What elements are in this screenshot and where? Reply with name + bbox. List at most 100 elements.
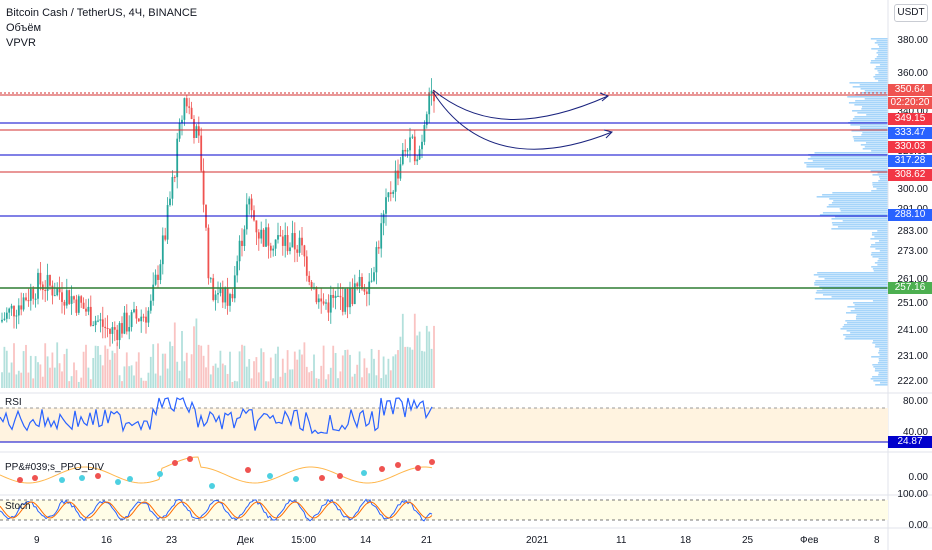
volume-bar [65,348,68,388]
candle-body [401,149,404,165]
vpvr-bar [859,128,888,130]
candle-body [51,285,54,296]
candle-body [169,198,171,206]
candle-body [89,306,92,326]
time-axis-label: 21 [421,535,433,546]
arrowhead-lower [603,129,613,139]
volume-bar [399,336,402,388]
vpvr-bar [876,188,888,190]
vpvr-bar [814,298,888,300]
ppo-dot [361,470,367,476]
vpvr-bar [831,202,888,204]
vpvr-bar [832,192,888,194]
volume-bar [111,350,114,388]
candle-body [73,296,75,300]
volume-bar [212,365,215,388]
candle-body [17,305,20,316]
price-axis-label: 251.00 [897,298,928,309]
time-axis-label: 23 [166,535,178,546]
vpvr-bar [814,282,888,284]
volume-bar [22,351,25,388]
ppo-dot [245,467,251,473]
price-badge: 349.15 [888,113,932,125]
stoch-title[interactable]: Stoch [5,501,31,512]
vpvr-bar [870,238,888,240]
vpvr-bar [875,242,888,244]
candle-body [293,233,296,250]
volume-bar [85,344,87,388]
volume-bar [293,351,296,388]
rsi-title[interactable]: RSI [5,397,22,408]
volume-bar [193,326,195,388]
vpvr-bar [850,124,888,126]
volume-bar [385,374,387,388]
vpvr-bar [871,232,888,234]
candle-body [281,236,284,246]
candle-body [238,240,241,262]
candle-body [113,327,116,330]
vpvr-bar [875,368,888,370]
candle-body [286,235,289,252]
volume-bar [56,342,59,388]
candle-body [255,220,258,233]
vpvr-bar [878,180,888,182]
volume-bar [29,355,32,388]
vpvr-bar [819,286,888,288]
vpvr-indicator-label[interactable]: VPVR [6,37,36,49]
candle-body [121,323,123,334]
vpvr-bar [847,306,888,308]
candle-body [334,295,337,298]
candle-body [142,316,145,318]
volume-bar [116,342,119,388]
candle-body [373,272,375,281]
vpvr-bar [874,346,888,348]
candle-body [106,328,109,330]
vpvr-bar [831,218,888,220]
volume-bar [409,347,411,388]
vpvr-bar [879,64,888,66]
ppo-title[interactable]: PP&#039;s_PPO_DIV [5,462,104,473]
candle-body [176,138,179,178]
vpvr-bar [847,322,888,324]
vpvr-bar [874,58,888,60]
candle-body [104,326,107,329]
vpvr-bar [813,274,888,276]
volume-bar [358,351,361,388]
candle-body [185,98,188,107]
price-axis-label: 340.00 [897,106,928,117]
currency-button[interactable]: USDT [894,4,928,22]
vpvr-bar [870,38,888,40]
volume-bar [137,352,140,388]
vpvr-bar [850,120,888,122]
candle-body [365,291,368,295]
time-axis-label: 11 [616,535,627,546]
vpvr-bar [861,106,888,108]
vpvr-bar [861,92,888,94]
candle-body [229,294,231,306]
volume-bar [32,378,35,388]
vpvr-bar [877,230,888,232]
volume-bar [20,372,23,388]
price-badge: 288.10 [888,209,932,221]
candle-body [65,290,68,306]
volume-bar [46,356,49,388]
vpvr-bar [844,338,888,340]
vpvr-bar [877,44,888,46]
vpvr-bar [814,152,888,154]
candle-body [29,288,32,301]
vpvr-bar [872,342,888,344]
stoch-band [0,500,888,520]
volume-bar [113,353,116,388]
candle-body [315,287,318,303]
price-badge: 317.28 [888,155,932,167]
legend: Bitcoin Cash / TetherUS, 4Ч, BINANCE Объ… [6,6,197,51]
volume-indicator-label[interactable]: Объём [6,22,42,34]
candle-body [265,227,267,247]
candle-body [303,245,306,257]
vpvr-bar [833,200,888,202]
volume-bar [315,378,318,388]
volume-bar [44,343,47,388]
volume-bar [185,352,188,388]
symbol-title[interactable]: Bitcoin Cash / TetherUS, 4Ч, BINANCE [6,7,198,19]
